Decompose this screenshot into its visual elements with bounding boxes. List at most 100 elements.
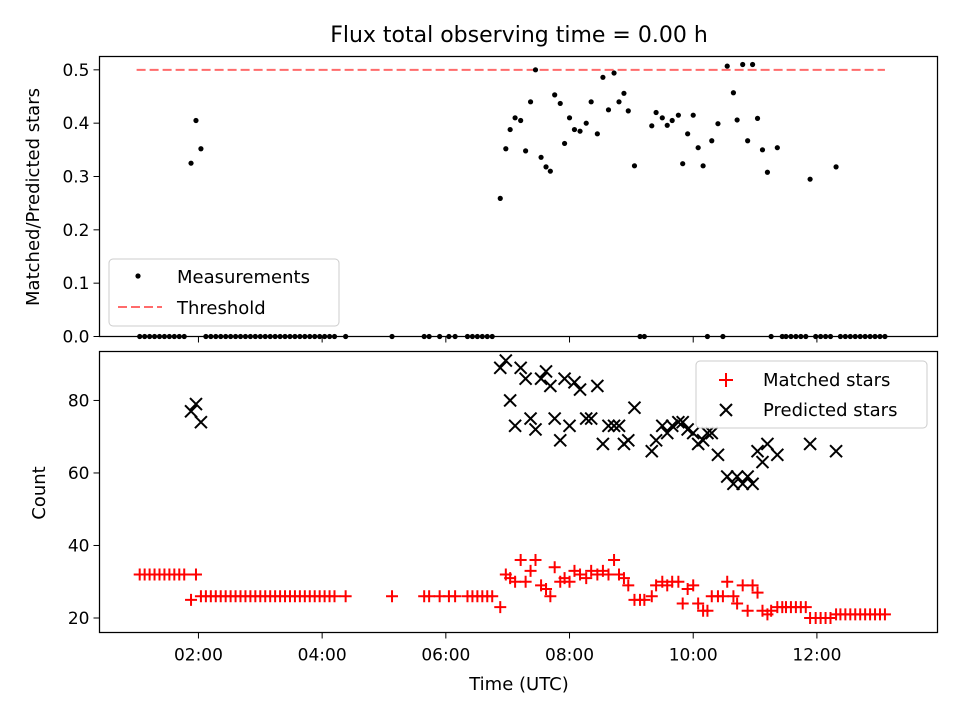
matched-star-point (731, 597, 744, 610)
matched-star-point (509, 575, 522, 588)
matched-star-point (608, 553, 621, 566)
x-tick-label: 08:00 (545, 646, 594, 666)
matched-star-point (423, 590, 436, 603)
matched-star-point (672, 575, 685, 588)
predicted-star-point (194, 415, 208, 429)
measurement-point (523, 148, 529, 154)
legend-matched-label: Matched stars (763, 370, 890, 391)
predicted-star-point (503, 393, 517, 408)
predicted-star-point (675, 415, 690, 429)
matched-star-point (687, 579, 700, 592)
predicted-star-point (621, 433, 635, 448)
measurement-point (605, 107, 612, 113)
matched-star-point (638, 593, 651, 606)
measurement-point (675, 112, 681, 118)
matched-star-point (585, 564, 598, 577)
measurement-point (507, 126, 513, 133)
legend-predicted-label: Predicted stars (763, 400, 897, 421)
measurement-point (561, 140, 568, 147)
measurement-point (715, 121, 721, 127)
measurement-point (730, 90, 737, 96)
predicted-star-point (745, 477, 760, 491)
matched-star-point (716, 590, 729, 603)
predicted-star-point (518, 371, 533, 386)
matched-star-point (751, 586, 764, 599)
top-plot-area: 0.0 0.1 0.2 0.3 0.4 0.5 (62, 61, 888, 348)
measurement-point (193, 117, 199, 124)
bottom-y-axis-label: Count (29, 466, 50, 519)
bottom-legend: Matched stars Predicted stars (695, 360, 928, 429)
measurement-point (685, 131, 691, 137)
matched-star-point (701, 604, 714, 617)
bottom-y-tick-label: 80 (68, 391, 90, 411)
legend-measurements-marker (135, 273, 141, 279)
top-axes-frame (98, 55, 939, 338)
matched-star-point (548, 561, 561, 574)
measurement-point (532, 67, 539, 73)
top-y-tick-label: 0.3 (62, 168, 89, 188)
measurement-point (749, 61, 756, 68)
bottom-y-tick-label: 60 (68, 464, 90, 484)
matched-star-point (544, 590, 557, 603)
predicted-star-point (660, 426, 674, 440)
x-tick-label: 06:00 (421, 646, 470, 666)
measurement-point (198, 146, 204, 152)
predicted-star-point (543, 379, 558, 393)
predicted-star-point (562, 419, 577, 433)
measurement-point (538, 154, 544, 160)
matched-star-point (580, 572, 593, 585)
predicted-star-point (557, 371, 572, 386)
matched-star-point (574, 568, 587, 581)
measurement-point (616, 99, 622, 105)
measurement-point (571, 126, 578, 133)
measurement-point (503, 146, 509, 152)
measurement-point (724, 63, 730, 69)
measurement-point (518, 117, 524, 124)
predicted-star-point (705, 426, 719, 440)
matched-star-point (386, 590, 399, 603)
predicted-star-point (750, 444, 765, 458)
measurement-point (527, 99, 534, 105)
matched-star-point (617, 572, 630, 585)
measurement-point (497, 195, 503, 201)
legend-threshold-label: Threshold (176, 298, 266, 319)
measurement-point (588, 99, 594, 105)
matched-star-point (514, 553, 527, 566)
predicted-star-point (189, 397, 203, 411)
predicted-star-point (513, 361, 528, 375)
predicted-star-point (528, 422, 543, 437)
measurement-point (807, 176, 813, 182)
measurement-point (557, 100, 563, 107)
matched-star-point (799, 601, 812, 614)
matched-star-point (494, 601, 507, 614)
legend-predicted-marker (719, 403, 733, 417)
bottom-axes-frame (98, 350, 939, 634)
measurement-point (659, 115, 665, 121)
predicted-star-point (829, 444, 843, 458)
measurement-point (653, 109, 659, 116)
predicted-star-point (665, 419, 679, 433)
predicted-star-point (596, 437, 610, 451)
predicted-star-point (711, 448, 725, 462)
predicted-star-point (803, 437, 817, 451)
matched-star-point (189, 568, 202, 581)
top-y-tick-label: 0.2 (62, 221, 89, 241)
matched-star-point (765, 604, 778, 617)
measurement-point (709, 138, 715, 144)
predicted-star-point (735, 477, 750, 491)
predicted-star-point (740, 469, 755, 484)
top-y-axis-label: Matched/Predicted stars (23, 88, 44, 306)
predicted-star-point (493, 361, 507, 375)
predicted-star-point (573, 382, 587, 397)
measurement-point (690, 112, 696, 118)
x-tick-label: 04:00 (298, 646, 347, 666)
matched-star-point (622, 579, 635, 592)
predicted-star-point (567, 375, 582, 390)
measurement-point (543, 164, 549, 170)
measurement-point (512, 115, 518, 121)
matched-star-point (328, 590, 341, 603)
measurement-point (759, 147, 766, 153)
matched-star-point (339, 590, 352, 603)
bottom-y-tick-label: 20 (68, 609, 90, 629)
